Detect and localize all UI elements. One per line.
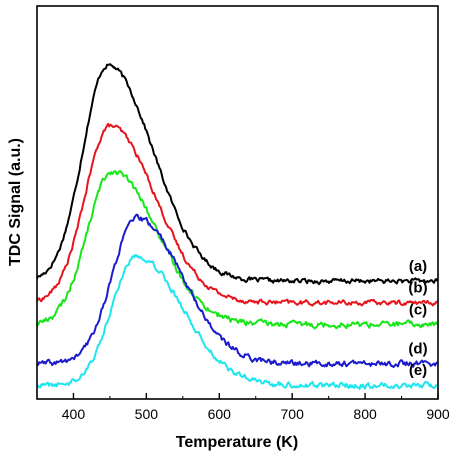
- series-label-b: (b): [408, 280, 427, 297]
- series-label-e: (e): [409, 362, 427, 379]
- series-line-b: [36, 122, 438, 307]
- plot-frame: [36, 5, 439, 400]
- series-label-a: (a): [409, 258, 427, 275]
- series-line-a: [36, 63, 439, 286]
- x-tick-label-500: 500: [135, 406, 159, 422]
- series-line-c: [36, 170, 439, 330]
- x-tick-label-900: 900: [426, 406, 450, 422]
- x-tick-label-400: 400: [62, 406, 86, 422]
- x-axis-title: Temperature (K): [176, 434, 298, 451]
- y-axis-title: TDC Signal (a.u.): [7, 138, 24, 266]
- series-label-d: (d): [408, 341, 427, 358]
- series-line-d: [36, 213, 439, 368]
- x-tick-label-800: 800: [353, 406, 377, 422]
- series-layer: [36, 63, 439, 390]
- x-tick-label-700: 700: [281, 406, 305, 422]
- label-layer: (a) (b) (c) (d) (e): [408, 258, 427, 379]
- tick-layer: 400 500 600 700 800 900: [36, 393, 450, 422]
- x-tick-label-600: 600: [208, 406, 232, 422]
- series-label-c: (c): [409, 301, 427, 318]
- series-line-e: [36, 254, 438, 390]
